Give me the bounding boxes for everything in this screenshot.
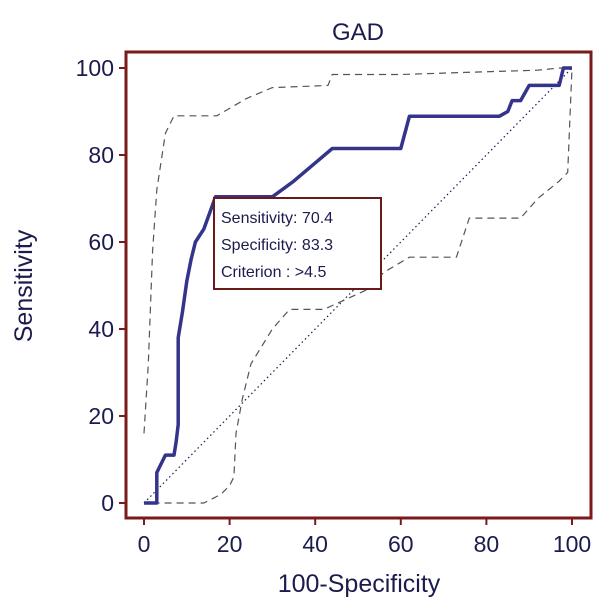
- y-tick-label: 80: [88, 142, 114, 168]
- annotation-box: [213, 197, 382, 290]
- x-tick-label: 40: [302, 531, 328, 557]
- plot-frame: [124, 50, 593, 520]
- x-tick-label: 100: [553, 531, 591, 557]
- y-tick-label: 60: [88, 229, 114, 255]
- roc-curve-line: [144, 66, 572, 505]
- reference-diagonal-line: [143, 67, 573, 504]
- y-axis-label: Sensitivity: [10, 229, 38, 342]
- annotation-sensitivity: Sensitivity: 70.4: [221, 210, 333, 227]
- x-tick-label: 20: [217, 531, 243, 557]
- chart-title: GAD: [332, 19, 384, 46]
- lower-confidence-bound-line: [152, 67, 573, 504]
- x-tick-label: 80: [474, 531, 500, 557]
- y-tick-label: 40: [88, 316, 114, 342]
- y-tick-label: 100: [76, 55, 114, 81]
- x-axis-label: 100-Specificity: [278, 570, 441, 598]
- x-tick-label: 60: [388, 531, 414, 557]
- axis-ticks: 0 20 40 60 80 100 0 20 40 60 80 100: [76, 55, 592, 557]
- criterion-annotation: Sensitivity: 70.4 Specificity: 83.3 Crit…: [213, 197, 382, 290]
- annotation-criterion: Criterion : >4.5: [221, 264, 326, 281]
- x-tick-label: 0: [138, 531, 151, 557]
- upper-confidence-bound-line: [143, 67, 572, 434]
- y-tick-label: 20: [88, 403, 114, 429]
- annotation-specificity: Specificity: 83.3: [221, 237, 333, 254]
- y-tick-label: 0: [101, 490, 114, 516]
- plot-area: [143, 66, 573, 505]
